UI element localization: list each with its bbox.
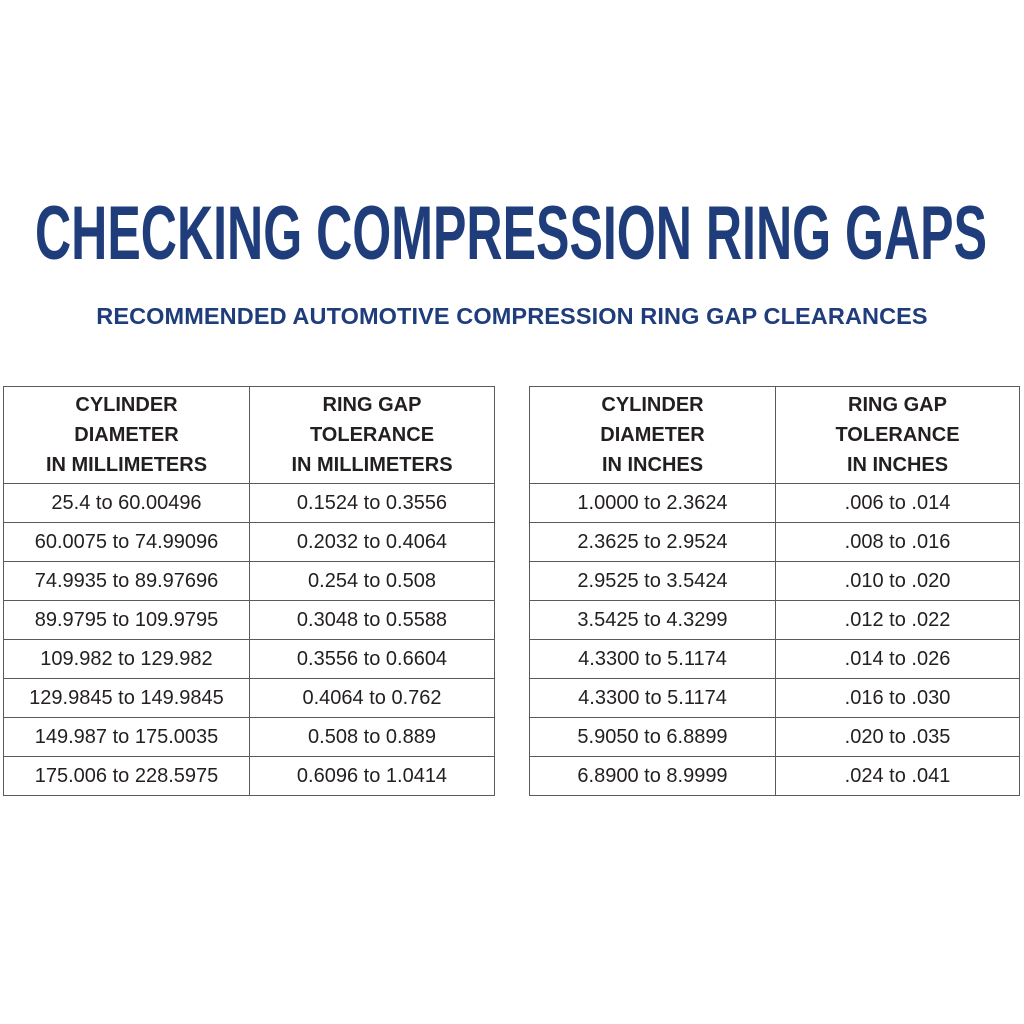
cylinder-diameter-cell: 89.9795 to 109.9795 [3, 600, 250, 640]
ring-gap-tolerance-cell: .008 to .016 [775, 522, 1020, 562]
ring-gap-tolerance-cell: .024 to .041 [775, 756, 1020, 796]
page-subtitle: RECOMMENDED AUTOMOTIVE COMPRESSION RING … [96, 303, 928, 329]
inches-table: CYLINDER DIAMETER IN INCHES RING GAP TOLERAN… [529, 386, 1020, 796]
ring-gap-tolerance-cell: 0.6096 to 1.0414 [249, 756, 495, 796]
table-row: 89.9795 to 109.9795 0.3048 to 0.5588 [3, 600, 495, 640]
table-row: 74.9935 to 89.97696 0.254 to 0.508 [3, 561, 495, 601]
cylinder-diameter-cell: 74.9935 to 89.97696 [3, 561, 250, 601]
table-row: 2.9525 to 3.5424.010 to .020 [529, 561, 1020, 601]
table-row: 149.987 to 175.0035 0.508 to 0.889 [3, 717, 495, 757]
cylinder-diameter-cell: 6.8900 to 8.9999 [529, 756, 776, 796]
cylinder-diameter-cell: 175.006 to 228.5975 [3, 756, 250, 796]
table-row: 2.3625 to 2.9524.008 to .016 [529, 522, 1020, 562]
ring-gap-tolerance-cell: 0.1524 to 0.3556 [249, 483, 495, 523]
cylinder-diameter-cell: 4.3300 to 5.1174 [529, 639, 776, 679]
ring-gap-tolerance-cell: 0.3048 to 0.5588 [249, 600, 495, 640]
column-header-line: RING GAP [322, 394, 422, 416]
table-row: 25.4 to 60.00496 0.1524 to 0.3556 [3, 483, 495, 523]
table-row: 4.3300 to 5.1174.014 to .026 [529, 639, 1020, 679]
column-header-line: DIAMETER [74, 424, 179, 446]
cylinder-diameter-cell: 3.5425 to 4.3299 [529, 600, 776, 640]
column-header-line: TOLERANCE [835, 424, 960, 446]
table-row: 3.5425 to 4.3299.012 to .022 [529, 600, 1020, 640]
column-header-line: IN INCHES [601, 454, 704, 476]
ring-gap-tolerance-cell: .012 to .022 [775, 600, 1020, 640]
column-header: RING GAP TOLERANCE IN INCHES [775, 386, 1020, 484]
ring-gap-tolerance-cell: .016 to .030 [775, 678, 1020, 718]
cylinder-diameter-cell: 149.987 to 175.0035 [3, 717, 250, 757]
table-header-row: CYLINDER DIAMETER IN INCHES RING GAP TOLERAN… [529, 386, 1020, 484]
ring-gap-tolerance-cell: 0.4064 to 0.762 [249, 678, 495, 718]
cylinder-diameter-cell: 109.982 to 129.982 [3, 639, 250, 679]
cylinder-diameter-cell: 2.3625 to 2.9524 [529, 522, 776, 562]
table-row: 129.9845 to 149.9845 0.4064 to 0.762 [3, 678, 495, 718]
cylinder-diameter-cell: 129.9845 to 149.9845 [3, 678, 250, 718]
ring-gap-tolerance-cell: .006 to .014 [775, 483, 1020, 523]
column-header-line: IN INCHES [846, 454, 949, 476]
table-header-row: CYLINDER DIAMETER IN MILLIMETERS RING GAP TO… [3, 386, 495, 484]
ring-gap-tolerance-cell: .010 to .020 [775, 561, 1020, 601]
table-row: 4.3300 to 5.1174.016 to .030 [529, 678, 1020, 718]
cylinder-diameter-cell: 60.0075 to 74.99096 [3, 522, 250, 562]
column-header-line: IN MILLIMETERS [45, 454, 208, 476]
cylinder-diameter-cell: 4.3300 to 5.1174 [529, 678, 776, 718]
column-header-line: RING GAP [848, 394, 947, 416]
table-row: 6.8900 to 8.9999.024 to .041 [529, 756, 1020, 796]
millimeters-table: CYLINDER DIAMETER IN MILLIMETERS RING GAP TO… [3, 386, 495, 796]
ring-gap-tolerance-cell: 0.3556 to 0.6604 [249, 639, 495, 679]
column-header: CYLINDER DIAMETER IN MILLIMETERS [3, 386, 250, 484]
column-header-line: DIAMETER [600, 424, 705, 446]
ring-gap-tolerance-cell: 0.2032 to 0.4064 [249, 522, 495, 562]
table-row: 175.006 to 228.5975 0.6096 to 1.0414 [3, 756, 495, 796]
page-title-text: CHECKING COMPRESSION RING GAPS [35, 191, 988, 276]
ring-gap-tolerance-cell: .020 to .035 [775, 717, 1020, 757]
column-header-line: IN MILLIMETERS [291, 454, 453, 476]
cylinder-diameter-cell: 5.9050 to 6.8899 [529, 717, 776, 757]
ring-gap-tolerance-cell: .014 to .026 [775, 639, 1020, 679]
cylinder-diameter-cell: 1.0000 to 2.3624 [529, 483, 776, 523]
table-row: 5.9050 to 6.8899.020 to .035 [529, 717, 1020, 757]
cylinder-diameter-cell: 25.4 to 60.00496 [3, 483, 250, 523]
table-row: 109.982 to 129.982 0.3556 to 0.6604 [3, 639, 495, 679]
ring-gap-tolerance-cell: 0.508 to 0.889 [249, 717, 495, 757]
column-header-line: CYLINDER [601, 394, 704, 416]
column-header-line: TOLERANCE [309, 424, 435, 446]
column-header: CYLINDER DIAMETER IN INCHES [529, 386, 776, 484]
ring-gap-tolerance-cell: 0.254 to 0.508 [249, 561, 495, 601]
column-header-line: CYLINDER [75, 394, 178, 416]
cylinder-diameter-cell: 2.9525 to 3.5424 [529, 561, 776, 601]
table-row: 1.0000 to 2.3624.006 to .014 [529, 483, 1020, 523]
page-title: CHECKING COMPRESSION RING GAPS [35, 196, 987, 272]
column-header: RING GAP TOLERANCE IN MILLIMETERS [249, 386, 495, 484]
table-row: 60.0075 to 74.99096 0.2032 to 0.4064 [3, 522, 495, 562]
